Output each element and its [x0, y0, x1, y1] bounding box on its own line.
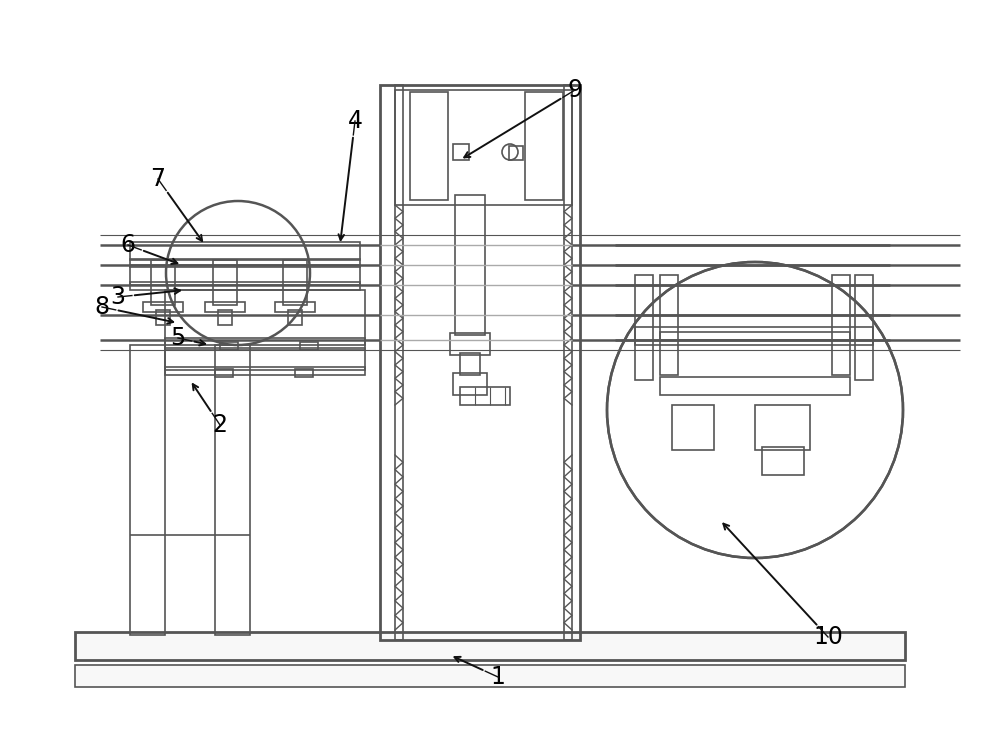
Bar	[660, 275, 678, 375]
Bar	[130, 265, 360, 285]
Bar	[283, 260, 307, 305]
Bar	[672, 405, 714, 450]
Bar	[755, 405, 810, 450]
Bar	[762, 447, 804, 475]
Bar	[453, 373, 487, 395]
Text: 7: 7	[150, 167, 166, 191]
Bar	[460, 387, 510, 405]
Bar	[855, 275, 873, 380]
Text: 3: 3	[110, 285, 126, 309]
Bar	[635, 327, 873, 345]
Bar	[130, 242, 360, 260]
Bar	[165, 367, 365, 375]
Bar	[275, 302, 315, 312]
Bar	[525, 92, 563, 200]
Text: 4: 4	[348, 109, 362, 133]
Bar	[165, 290, 365, 345]
Text: 8: 8	[94, 295, 110, 319]
Bar	[215, 345, 250, 635]
Bar	[410, 92, 448, 200]
Bar	[75, 632, 905, 660]
Bar	[75, 665, 905, 687]
Bar	[509, 146, 523, 160]
Text: 2: 2	[212, 413, 228, 437]
Bar	[453, 144, 469, 160]
Bar	[460, 353, 480, 375]
Bar	[832, 275, 850, 375]
Bar	[143, 302, 183, 312]
Bar	[635, 275, 653, 380]
Bar	[660, 377, 850, 395]
Text: 1: 1	[491, 665, 505, 689]
Bar	[564, 85, 572, 640]
Bar	[130, 282, 360, 290]
Text: 9: 9	[568, 78, 582, 102]
Bar	[450, 333, 490, 355]
Bar	[380, 85, 580, 640]
Bar	[165, 338, 365, 350]
Text: 10: 10	[813, 625, 843, 649]
Bar	[295, 369, 313, 377]
Bar	[156, 310, 170, 325]
Bar	[130, 345, 165, 635]
Bar	[220, 342, 238, 350]
Text: 5: 5	[170, 326, 186, 350]
Bar	[300, 342, 318, 350]
Bar	[660, 332, 850, 340]
Bar	[213, 260, 237, 305]
Text: 6: 6	[120, 233, 136, 257]
Bar	[130, 259, 360, 267]
Bar	[395, 85, 403, 640]
Bar	[165, 348, 365, 370]
Bar	[215, 369, 233, 377]
Bar	[151, 260, 175, 305]
Bar	[218, 310, 232, 325]
Bar	[205, 302, 245, 312]
Bar	[288, 310, 302, 325]
Circle shape	[607, 262, 903, 558]
Bar	[455, 195, 485, 335]
Bar	[395, 90, 572, 205]
